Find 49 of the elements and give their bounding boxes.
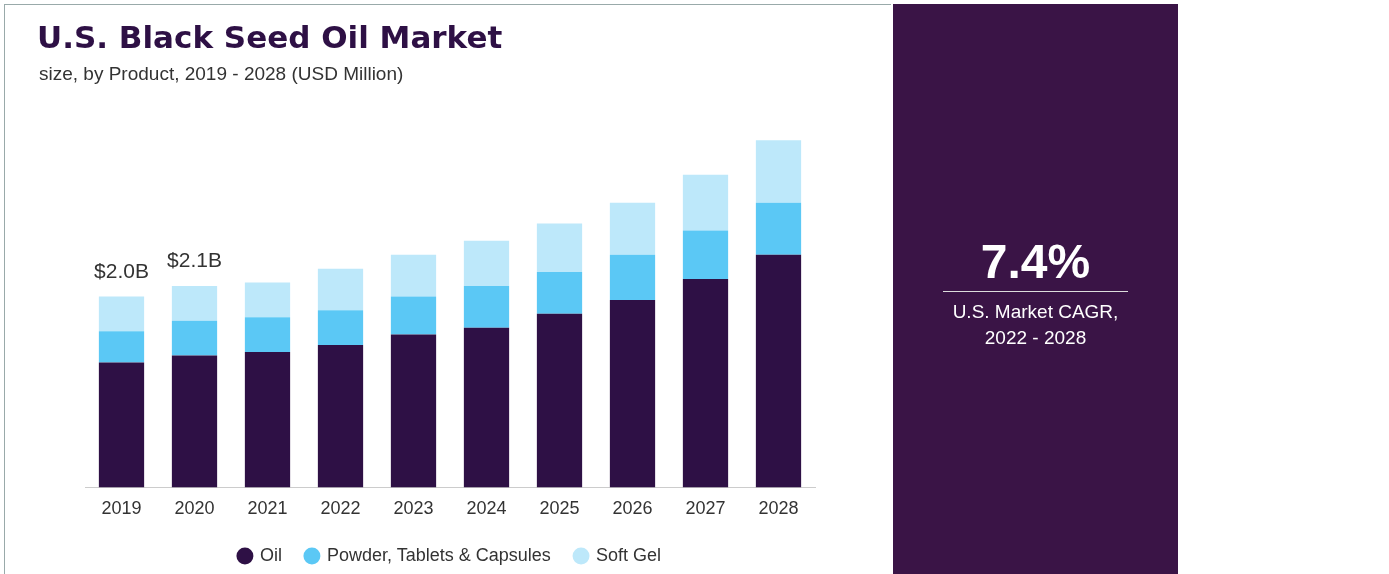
x-tick-label: 2026 — [612, 498, 653, 519]
bar — [755, 202, 802, 255]
legend-label: Oil — [259, 544, 282, 565]
bar — [682, 174, 729, 231]
bar — [609, 254, 656, 300]
bar — [244, 351, 291, 488]
bar — [536, 272, 583, 314]
bar — [244, 282, 291, 318]
bar — [317, 345, 364, 488]
bar — [463, 285, 510, 328]
x-tick-label: 2023 — [393, 498, 434, 519]
bar — [317, 310, 364, 346]
bar — [171, 355, 218, 488]
bar — [463, 327, 510, 488]
bar — [98, 296, 145, 332]
bar — [171, 285, 218, 321]
x-tick-label: 2028 — [758, 498, 799, 519]
x-tick-label: 2024 — [466, 498, 507, 519]
bar — [463, 240, 510, 286]
bar — [609, 202, 656, 255]
text: 7.4% — [979, 234, 1092, 289]
chart-subtitle: size, by Product, 2019 - 2028 (USD Million) — [39, 63, 404, 85]
annotation: $2.0B — [94, 258, 149, 282]
bar — [390, 334, 437, 488]
bar — [536, 313, 583, 488]
legend-label: Powder, Tablets & Capsules — [326, 544, 551, 565]
bar — [317, 268, 364, 311]
bar — [682, 230, 729, 280]
x-tick-label: 2025 — [539, 498, 580, 519]
bar — [171, 320, 218, 356]
bar — [390, 296, 437, 335]
bar — [390, 254, 437, 297]
text: U.S. Market CAGR, 2022 - 2028 — [951, 300, 1120, 350]
annotation: $2.1B — [167, 248, 222, 272]
x-tick-label: 2021 — [247, 498, 288, 519]
x-tick-label: 2020 — [174, 498, 215, 519]
bar — [244, 317, 291, 352]
bar — [536, 223, 583, 273]
bar — [755, 254, 802, 488]
bar — [609, 299, 656, 488]
x-tick-label: 2022 — [320, 498, 361, 519]
bar — [755, 140, 802, 203]
x-tick-label: 2027 — [685, 498, 726, 519]
bar — [98, 362, 145, 488]
chart-title: U.S. Black Seed Oil Market — [37, 19, 503, 55]
bar — [682, 279, 729, 488]
bar — [98, 331, 145, 363]
legend-label: Soft Gel — [596, 544, 662, 565]
x-tick-label: 2019 — [101, 498, 142, 519]
